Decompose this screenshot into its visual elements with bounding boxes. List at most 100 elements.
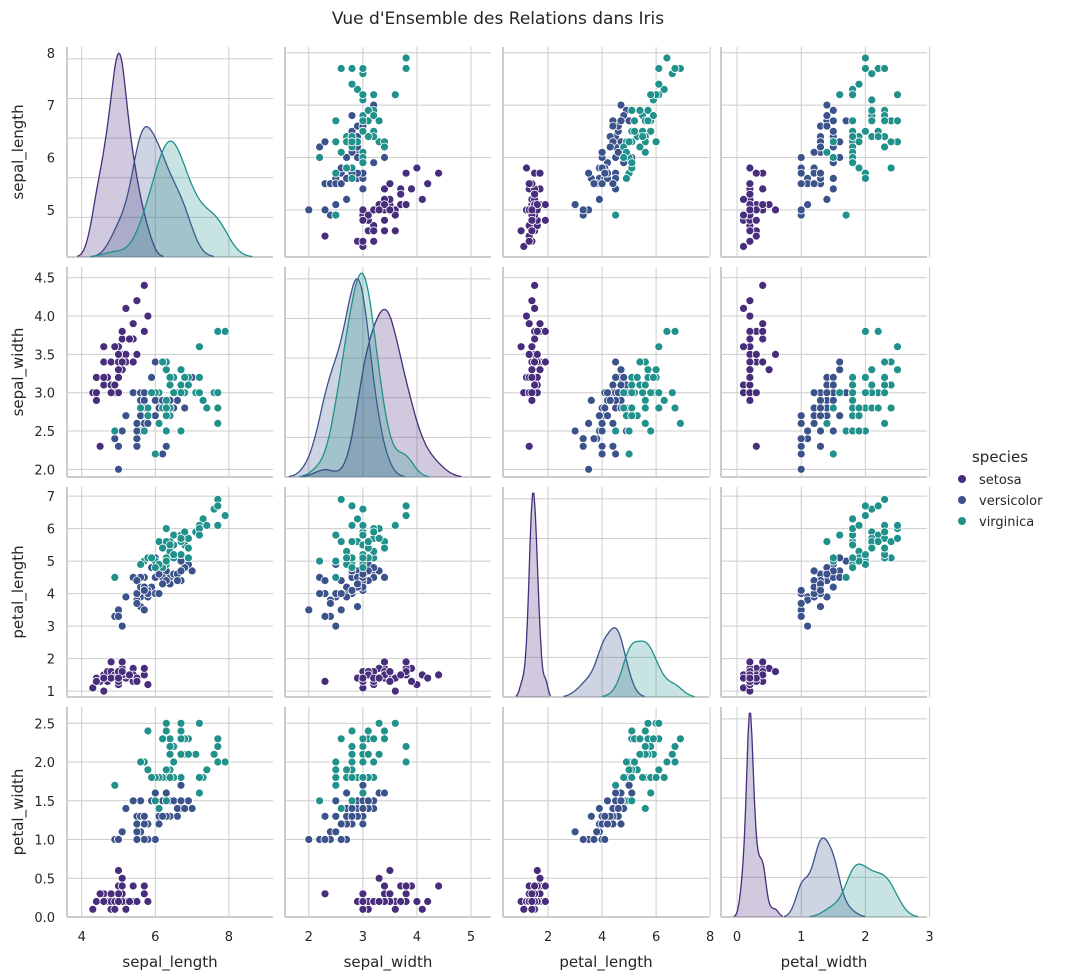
point-virginica	[161, 726, 171, 736]
point-versicolor	[158, 579, 168, 589]
point-versicolor	[331, 200, 341, 210]
xtick-petal_length: 2	[544, 930, 552, 945]
point-virginica	[640, 804, 650, 813]
point-versicolor	[331, 811, 341, 821]
point-virginica	[401, 742, 411, 751]
point-virginica	[854, 411, 864, 421]
point-virginica	[873, 501, 883, 511]
point-setosa	[745, 334, 755, 344]
point-virginica	[880, 64, 889, 73]
point-versicolor	[342, 194, 352, 204]
point-virginica	[627, 796, 637, 806]
point-setosa	[758, 326, 768, 336]
point-virginica	[854, 403, 864, 413]
point-virginica	[654, 79, 664, 89]
point-virginica	[848, 540, 857, 550]
point-versicolor	[816, 441, 825, 451]
legend-label-setosa: setosa	[979, 473, 1022, 488]
point-virginica	[202, 521, 212, 530]
point-versicolor	[320, 612, 330, 621]
point-virginica	[194, 718, 204, 728]
pairplot-panels: 5 6 7 8 sepal_length 2.0 2.5 3.0 3.5 4.0 4.5 sepal_…	[9, 47, 934, 972]
chart-title: Vue d'Ensemble des Relations dans Iris	[332, 9, 664, 29]
point-versicolor	[828, 173, 838, 183]
xtick-sepal_width: 2	[305, 930, 313, 945]
point-virginica	[176, 550, 186, 559]
kde-line-virginica	[809, 863, 919, 918]
ytick-petal_width: 0.5	[34, 872, 55, 887]
point-virginica	[848, 380, 857, 390]
panel-petal_width-vs-petal_length	[502, 707, 711, 918]
point-setosa	[758, 319, 768, 329]
kde-line-setosa	[301, 308, 462, 478]
point-versicolor	[331, 796, 341, 806]
point-versicolor	[132, 418, 142, 428]
point-setosa	[530, 357, 539, 367]
point-virginica	[165, 380, 175, 390]
point-setosa	[92, 897, 101, 906]
point-virginica	[627, 388, 637, 398]
point-virginica	[220, 511, 230, 520]
point-setosa	[117, 334, 127, 344]
point-virginica	[854, 426, 864, 436]
point-virginica	[191, 749, 201, 759]
point-virginica	[358, 742, 368, 751]
point-virginica	[154, 418, 164, 428]
point-virginica	[873, 326, 883, 336]
point-virginica	[213, 388, 223, 398]
point-versicolor	[158, 811, 168, 821]
point-versicolor	[172, 395, 182, 405]
point-virginica	[627, 403, 637, 413]
point-setosa	[751, 349, 761, 359]
point-virginica	[649, 111, 658, 120]
point-virginica	[165, 742, 175, 751]
point-virginica	[347, 726, 357, 736]
point-virginica	[158, 543, 168, 553]
point-virginica	[649, 372, 658, 382]
point-setosa	[745, 296, 755, 306]
point-virginica	[835, 388, 845, 398]
point-versicolor	[597, 449, 607, 459]
point-versicolor	[161, 441, 171, 451]
point-versicolor	[809, 566, 819, 576]
point-versicolor	[809, 147, 819, 157]
point-virginica	[627, 773, 637, 782]
point-versicolor	[336, 819, 346, 829]
point-setosa	[390, 904, 400, 914]
point-setosa	[125, 897, 134, 906]
point-virginica	[380, 734, 389, 744]
point-setosa	[524, 236, 534, 246]
xtick-petal_length: 6	[652, 930, 660, 945]
point-versicolor	[150, 357, 160, 367]
point-versicolor	[363, 796, 373, 806]
point-setosa	[385, 866, 395, 875]
point-virginica	[670, 403, 680, 413]
point-setosa	[110, 904, 120, 914]
point-versicolor	[136, 796, 146, 806]
point-versicolor	[121, 592, 131, 602]
point-setosa	[527, 365, 537, 375]
point-versicolor	[796, 441, 806, 451]
point-virginica	[640, 395, 650, 405]
point-versicolor	[154, 819, 164, 829]
point-setosa	[745, 205, 755, 215]
point-setosa	[121, 349, 131, 359]
point-virginica	[635, 734, 645, 744]
point-setosa	[128, 881, 138, 891]
point-virginica	[640, 742, 650, 751]
point-virginica	[662, 53, 672, 63]
point-setosa	[380, 215, 389, 225]
point-setosa	[771, 667, 780, 676]
point-virginica	[867, 365, 877, 375]
point-virginica	[676, 734, 685, 744]
point-setosa	[380, 200, 389, 210]
point-setosa	[380, 881, 389, 891]
ytick-sepal_width: 3.0	[34, 387, 55, 402]
point-virginica	[659, 395, 669, 405]
point-versicolor	[584, 168, 593, 178]
point-versicolor	[611, 788, 620, 798]
point-versicolor	[603, 388, 612, 398]
point-versicolor	[380, 788, 389, 798]
point-virginica	[873, 403, 883, 413]
point-versicolor	[150, 788, 160, 798]
